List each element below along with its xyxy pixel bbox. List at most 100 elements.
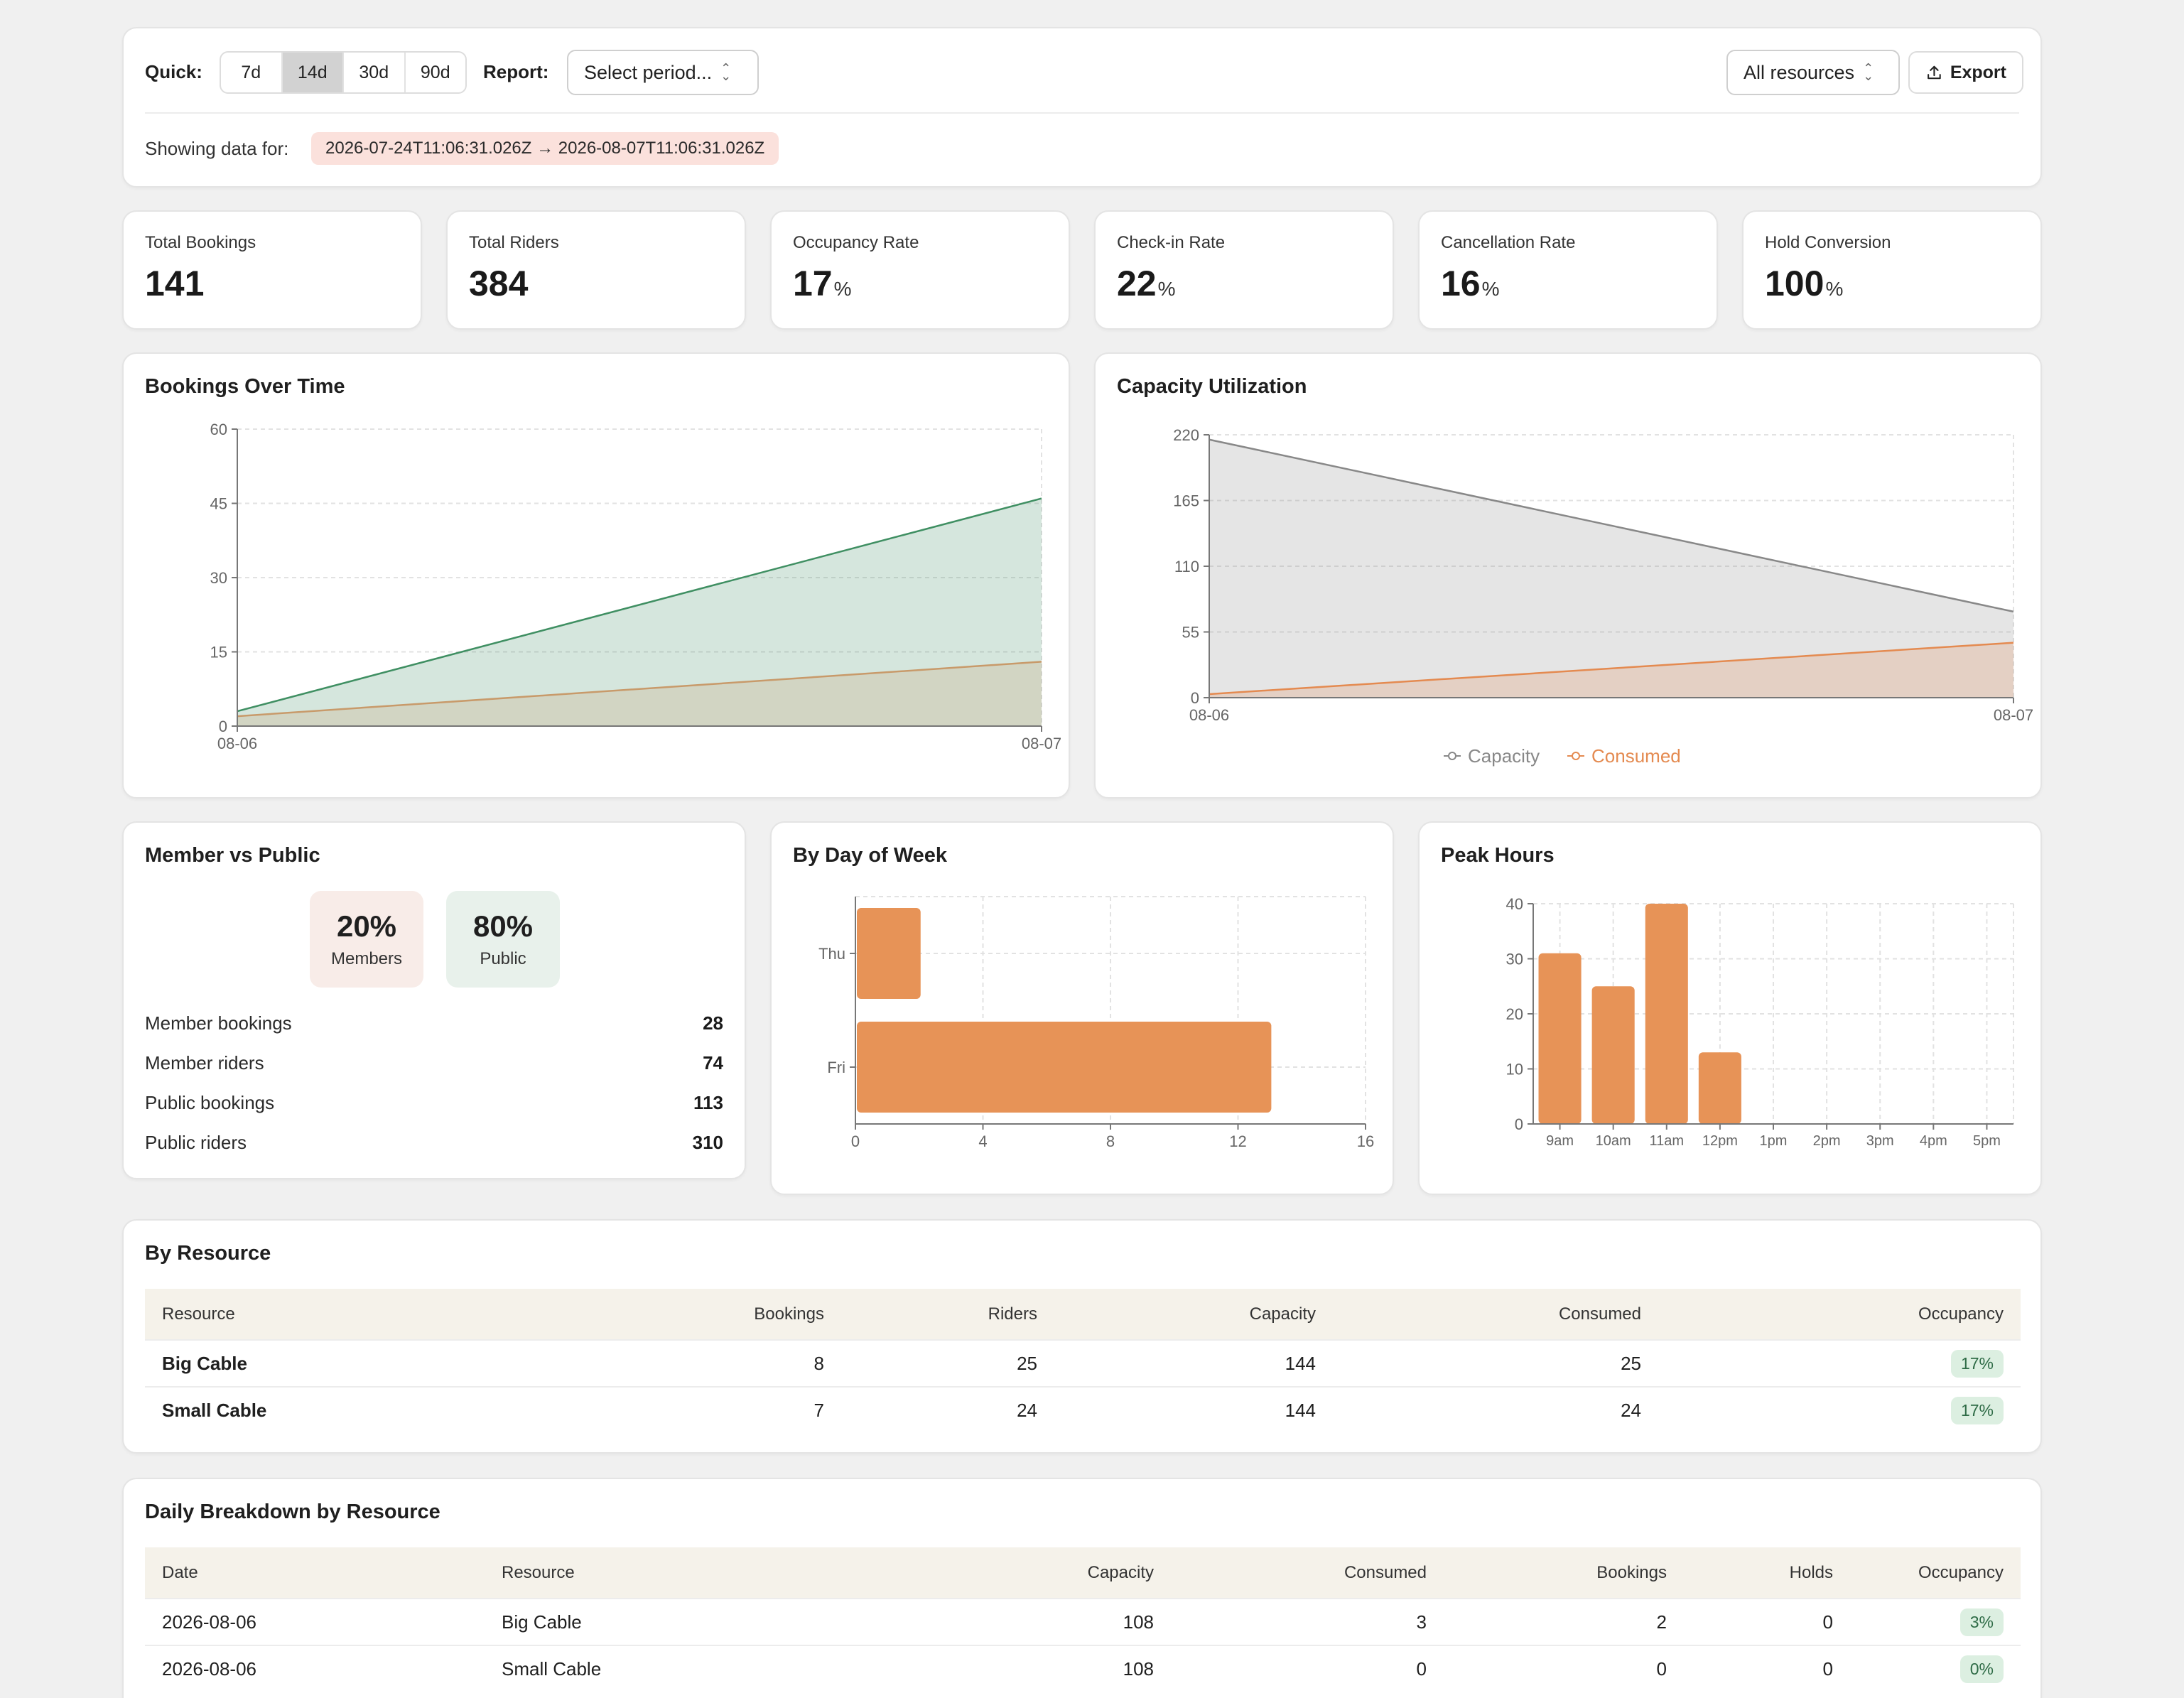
column-header: Capacity: [1249, 1304, 1316, 1324]
series-line: [1209, 438, 2014, 613]
chart-title: Member vs Public: [145, 844, 320, 867]
legend-label: Capacity: [1468, 745, 1540, 767]
y-tick-label: 45: [210, 495, 227, 513]
quick-option-30d[interactable]: 30d: [344, 53, 406, 92]
series-area: [237, 498, 1042, 726]
bar: [1538, 953, 1582, 1124]
kpi-label: Check-in Rate: [1117, 233, 1226, 252]
members-share-box: 20% Members: [310, 891, 423, 988]
stat-row-member-riders: Member riders 74: [145, 1051, 723, 1074]
bookings-cell: 2: [1444, 1598, 1684, 1645]
table-row: 2026-08-06 Big Cable 108 3 2 0 3%: [145, 1598, 2021, 1645]
capacity-cell: 108: [769, 1598, 1171, 1645]
column-header: Bookings: [1596, 1562, 1667, 1582]
riders-cell: 25: [841, 1339, 1054, 1387]
resource-name: Small Cable: [145, 1386, 685, 1434]
by-day-of-week-card: By Day of Week Thu Fri 0 4 8 12 16: [770, 821, 1394, 1195]
x-tick-label: 08-07: [1994, 706, 2033, 724]
kpi-check-in-rate: Check-in Rate 22%: [1094, 210, 1394, 330]
resource-cell: Small Cable: [485, 1645, 769, 1692]
kpi-hold-conversion: Hold Conversion 100%: [1742, 210, 2042, 330]
column-header: Resource: [162, 1304, 235, 1324]
table-row: Big Cable 8 25 144 25 17%: [145, 1339, 2021, 1387]
kpi-label: Cancellation Rate: [1441, 233, 1576, 252]
quick-range-segmented-control: 7d 14d 30d 90d: [220, 51, 467, 94]
chart-title: Bookings Over Time: [145, 375, 345, 398]
occupancy-badge: 0%: [1959, 1655, 2004, 1683]
peak-hours-chart: 9am 10am 11am 12pm 1pm 2pm 3pm 4pm 5pm 0 10 20 30 40: [1506, 895, 2014, 1149]
y-tick-label: 40: [1506, 895, 1523, 913]
daily-breakdown-table: Date Resource Capacity Consumed Bookings…: [145, 1547, 2021, 1692]
export-button[interactable]: Export: [1908, 51, 2023, 94]
kpi-value: 100%: [1765, 264, 1844, 303]
column-header: Consumed: [1344, 1562, 1427, 1582]
kpi-value: 141: [145, 264, 205, 303]
kpi-occupancy-rate: Occupancy Rate 17%: [770, 210, 1070, 330]
y-tick-label: 60: [210, 421, 227, 438]
x-tick-label: 08-06: [1189, 706, 1229, 724]
quick-option-90d[interactable]: 90d: [420, 62, 450, 82]
series-line: [237, 497, 1042, 713]
kpi-value: 384: [469, 264, 529, 303]
table-row: Small Cable 7 24 144 24 17%: [145, 1386, 2021, 1434]
by-resource-table: Resource Bookings Riders Capacity Consum…: [145, 1289, 2021, 1434]
bookings-over-time-chart: 0 15 30 45 60 08-06 08-07: [210, 421, 1062, 752]
y-tick-label: 165: [1173, 492, 1199, 510]
filter-divider: [145, 112, 2019, 114]
capacity-utilization-card: Capacity Utilization 0 55 110 165 220 08-06 08…: [1094, 352, 2042, 799]
kpi-label: Total Bookings: [145, 233, 256, 252]
consumed-cell: 24: [1333, 1386, 1658, 1434]
y-tick-label: Thu: [818, 945, 845, 963]
kpi-label: Occupancy Rate: [793, 233, 919, 252]
report-period-select[interactable]: Select period... ⌃ ⌄: [567, 50, 759, 95]
bar: [1591, 986, 1635, 1124]
x-tick-label: 11am: [1650, 1133, 1685, 1149]
bar: [1698, 1052, 1741, 1124]
x-tick-label: 9am: [1546, 1133, 1574, 1149]
x-tick-label: 5pm: [1973, 1133, 2001, 1149]
x-tick-label: 4pm: [1920, 1133, 1947, 1149]
members-pct: 20%: [336, 909, 397, 943]
riders-cell: 24: [841, 1386, 1054, 1434]
y-tick-label: 30: [1506, 951, 1523, 968]
occupancy-badge: 17%: [1950, 1397, 2004, 1424]
legend-marker: [1448, 752, 1456, 760]
y-tick-label: 110: [1174, 558, 1199, 575]
bar: [857, 1022, 1272, 1113]
table-title: By Resource: [145, 1242, 271, 1265]
series-area: [1209, 439, 2013, 698]
consumed-cell: 0: [1171, 1645, 1444, 1692]
quick-option-14d[interactable]: 14d: [282, 53, 344, 92]
column-header: Occupancy: [1918, 1562, 2004, 1582]
chevron-updown-icon: ⌃ ⌄: [1863, 61, 1874, 83]
public-share-box: 80% Public: [446, 891, 560, 988]
x-tick-label: 08-06: [217, 735, 257, 752]
column-header: Resource: [502, 1562, 575, 1582]
x-tick-label: 1pm: [1760, 1133, 1788, 1149]
bookings-cell: 7: [685, 1386, 841, 1434]
resource-select[interactable]: All resources ⌃ ⌄: [1726, 50, 1900, 95]
chart-title: Peak Hours: [1441, 844, 1555, 867]
y-tick-label: 0: [1191, 689, 1199, 707]
quick-option-7d[interactable]: 7d: [221, 53, 283, 92]
consumed-cell: 3: [1171, 1598, 1444, 1645]
public-label: Public: [480, 949, 526, 968]
legend-marker: [1572, 752, 1580, 760]
series-line: [237, 661, 1042, 718]
report-label: Report:: [483, 61, 549, 82]
column-header: Occupancy: [1918, 1304, 2004, 1324]
series-area: [237, 661, 1042, 726]
occupancy-badge: 3%: [1959, 1608, 2004, 1636]
occupancy-badge: 17%: [1950, 1349, 2004, 1378]
x-tick-label: 8: [1106, 1132, 1115, 1150]
y-tick-label: 0: [219, 718, 227, 735]
date-range-tag: 2026-07-24T11:06:31.026Z → 2026-08-07T11…: [311, 132, 779, 165]
x-tick-label: 4: [978, 1132, 987, 1150]
kpi-label: Hold Conversion: [1765, 233, 1891, 252]
bookings-cell: 0: [1444, 1645, 1684, 1692]
kpi-total-bookings: Total Bookings 141: [122, 210, 422, 330]
upload-icon: [1928, 65, 1941, 80]
x-tick-label: 08-07: [1022, 735, 1061, 752]
kpi-cancellation-rate: Cancellation Rate 16%: [1418, 210, 1718, 330]
table-header-row: Resource Bookings Riders Capacity Consum…: [145, 1289, 2021, 1340]
